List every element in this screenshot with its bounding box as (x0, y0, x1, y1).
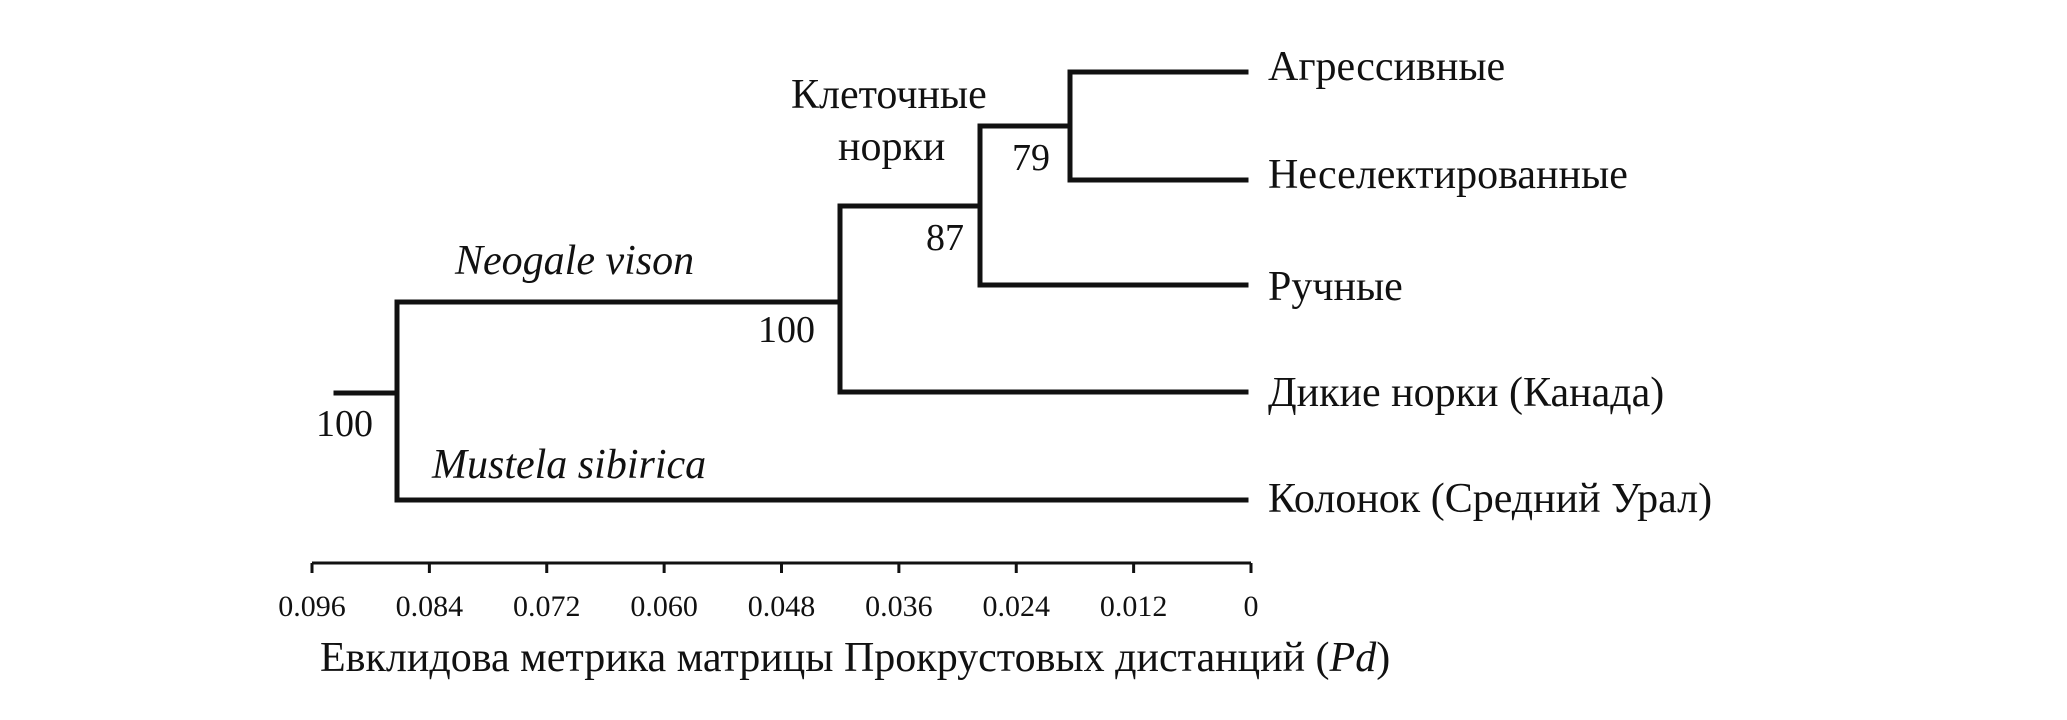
leaf-label-wild: Дикие норки (Канада) (1268, 370, 1664, 416)
axis-tick-label: 0.060 (630, 590, 698, 623)
leaf-label-tame: Ручные (1268, 264, 1403, 310)
axis-tick-label: 0.084 (396, 590, 464, 623)
leaf-labels: Агрессивные Неселектированные Ручные Дик… (1268, 44, 1712, 522)
clade-label-neogale: Neogale vison (454, 238, 694, 284)
axis-tick-label: 0.036 (865, 590, 933, 623)
bootstrap-values: 100 100 87 79 (316, 137, 1050, 445)
bootstrap-neogale: 100 (758, 309, 815, 351)
bootstrap-agg-nonsel: 79 (1012, 137, 1050, 179)
axis-tick-label: 0.048 (748, 590, 816, 623)
axis-title-close: ) (1376, 635, 1390, 681)
leaf-label-kolonok: Колонок (Средний Урал) (1268, 476, 1712, 522)
axis-tick-label: 0.072 (513, 590, 581, 623)
axis-title-italic: Pd (1329, 635, 1378, 681)
axis-title: Евклидова метрика матрицы Прокрустовых д… (320, 635, 1390, 681)
bootstrap-root: 100 (316, 403, 373, 445)
axis-tick-labels: 0.096 0.084 0.072 0.060 0.048 0.036 0.024 0.012… (278, 590, 1258, 623)
axis-tick-label: 0.012 (1100, 590, 1168, 623)
axis-tick-label: 0.096 (278, 590, 346, 623)
axis-tick-marks (310, 563, 1253, 573)
bootstrap-cage: 87 (926, 217, 964, 259)
clade-label-mustela: Mustela sibirica (431, 442, 706, 488)
distance-axis: 0.096 0.084 0.072 0.060 0.048 0.036 0.024 0.012… (278, 561, 1390, 681)
leaf-label-aggressive: Агрессивные (1268, 44, 1505, 90)
leaf-label-nonselected: Неселектированные (1268, 152, 1628, 198)
axis-tick-label: 0.024 (983, 590, 1051, 623)
clade-labels: Neogale vison Mustela sibirica Клеточные… (431, 72, 987, 488)
clade-label-cage-line1: Клеточные (791, 72, 987, 118)
tree-branches (333, 69, 1249, 503)
axis-tick-label: 0 (1244, 590, 1259, 623)
clade-label-cage-line2: норки (838, 124, 945, 170)
axis-title-main: Евклидова метрика матрицы Прокрустовых д… (320, 635, 1330, 681)
